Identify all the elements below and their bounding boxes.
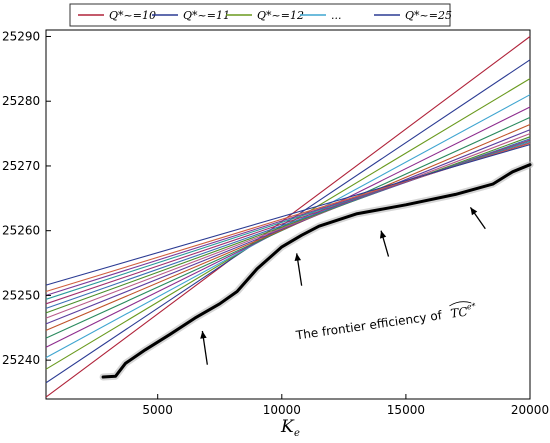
series-line-10 (45, 136, 531, 314)
x-tick-label: 20000 (511, 403, 549, 417)
legend-label: ... (331, 9, 342, 22)
frontier-layer (99, 161, 534, 381)
hat-mark (449, 301, 472, 307)
legend-item-3: Q*~=12 (226, 9, 304, 22)
legend-label: Q*~=25 (405, 9, 452, 22)
y-axis: 25240 25250 25260 25270 25280 25290 (2, 29, 51, 367)
annotation-arrow-4 (469, 207, 486, 230)
x-tick-label: 5000 (142, 403, 173, 417)
frontier-annotation-symbol: TCe* (449, 301, 477, 320)
x-axis-label: K (280, 417, 295, 437)
x-tick-label: 10000 (263, 403, 301, 417)
y-tick-label: 25290 (2, 29, 40, 43)
frontier-line (101, 163, 532, 379)
legend-item-5: Q*~=25 (374, 9, 452, 22)
series-line-9 (45, 133, 531, 319)
legend-item-1: Q*~=10 (78, 9, 156, 22)
y-tick-label: 25260 (2, 224, 40, 238)
y-tick-label: 25250 (2, 288, 40, 302)
x-axis-label-subscript: e (294, 428, 300, 439)
legend-item-4: ... (300, 9, 342, 22)
legend-label: Q*~=12 (257, 9, 304, 22)
series-layer (45, 36, 531, 398)
x-tick-label: 15000 (387, 403, 425, 417)
legend-label: Q*~=11 (183, 9, 230, 22)
plot-frame (45, 29, 531, 400)
series-line-8 (45, 129, 531, 325)
series-line-16 (45, 144, 531, 286)
y-tick-label: 25280 (2, 94, 40, 108)
y-tick-label: 25270 (2, 159, 40, 173)
series-line-7 (45, 123, 531, 331)
series-line-1 (45, 36, 531, 398)
annotation-arrow-1 (200, 330, 208, 365)
legend-item-2: Q*~=11 (152, 9, 230, 22)
legend: Q*~=10 Q*~=11 Q*~=12... Q*~=25 (69, 3, 452, 27)
legend-label: Q*~=10 (109, 9, 156, 22)
y-tick-label: 25240 (2, 353, 40, 367)
series-line-2 (45, 59, 531, 384)
annotation-arrow-2 (294, 253, 303, 286)
arrow-layer (200, 207, 486, 365)
annotation-arrow-3 (379, 230, 390, 257)
x-axis: 5000 10000 15000 20000 (142, 394, 549, 417)
